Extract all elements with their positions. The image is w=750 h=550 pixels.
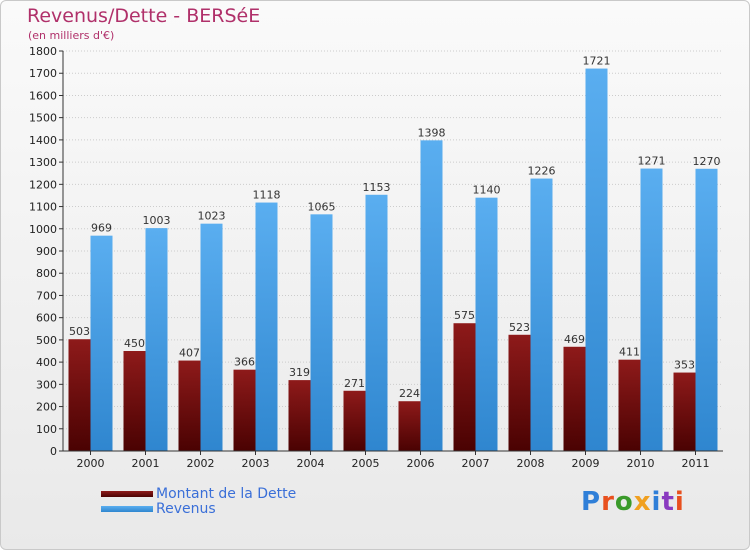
data-label-revenus: 1270 — [693, 155, 721, 168]
bar-revenus — [200, 223, 223, 451]
x-tick-label: 2008 — [517, 457, 545, 470]
data-labels: 503 969 450 1003 407 1023 366 1118 319 1065 271 115… — [69, 55, 721, 401]
data-label-revenus: 1065 — [308, 200, 336, 213]
x-tick-label: 2003 — [242, 457, 270, 470]
legend-label-dette: Montant de la Dette — [156, 486, 297, 502]
bar-dette — [453, 323, 476, 451]
data-label-revenus: 1226 — [528, 165, 556, 178]
x-tick-label: 2002 — [187, 457, 215, 470]
x-tick-label: 2011 — [682, 457, 710, 470]
data-label-revenus: 1398 — [418, 126, 446, 139]
x-tick-label: 2009 — [572, 457, 600, 470]
bar-revenus — [530, 178, 553, 452]
x-tick-label: 2010 — [627, 457, 655, 470]
bar-revenus — [310, 214, 333, 451]
bar-dette — [563, 346, 586, 451]
data-label-revenus: 1271 — [638, 155, 666, 168]
x-tick-label: 2000 — [77, 457, 105, 470]
y-tick-label: 300 — [36, 378, 57, 391]
chart-subtitle: (en milliers d'€) — [28, 29, 115, 42]
bar-revenus — [90, 235, 113, 451]
data-label-dette: 224 — [399, 387, 420, 400]
bar-dette — [178, 360, 201, 451]
bar-dette — [398, 401, 421, 451]
logo-letter: r — [601, 487, 615, 517]
data-label-revenus: 1118 — [253, 189, 281, 202]
bars — [68, 68, 718, 452]
y-tick-label: 800 — [36, 267, 57, 280]
logo-letter: x — [633, 487, 652, 517]
legend-swatch-revenus — [101, 506, 153, 512]
x-tick-label: 2006 — [407, 457, 435, 470]
y-tick-label: 1100 — [29, 201, 57, 214]
bar-revenus — [640, 168, 663, 452]
data-label-dette: 469 — [564, 333, 585, 346]
logo-letter: o — [614, 487, 634, 517]
chart-title: Revenus/Dette - BERSéE — [27, 5, 261, 27]
bar-revenus — [475, 197, 498, 451]
bar-dette — [508, 334, 531, 451]
bar-dette — [343, 390, 366, 451]
bar-revenus — [695, 168, 718, 451]
y-tick-label: 900 — [36, 245, 57, 258]
data-label-revenus: 1153 — [363, 181, 391, 194]
data-label-revenus: 1140 — [473, 184, 501, 197]
bar-dette — [673, 372, 696, 451]
data-label-dette: 271 — [344, 377, 365, 390]
bar-dette — [123, 351, 146, 451]
data-label-revenus: 1721 — [583, 55, 611, 68]
logo-letter: t — [661, 487, 675, 517]
proxiti-logo: Proxiti — [581, 487, 685, 517]
logo-letter: i — [674, 487, 685, 517]
data-label-dette: 353 — [674, 359, 695, 372]
logo-letter: i — [651, 487, 662, 517]
y-tick-label: 0 — [50, 445, 57, 458]
y-tick-label: 500 — [36, 334, 57, 347]
x-tick-label: 2004 — [297, 457, 325, 470]
y-tick-label: 100 — [36, 423, 57, 436]
bar-dette — [618, 359, 641, 451]
bar-dette — [233, 369, 256, 451]
data-label-dette: 319 — [289, 366, 310, 379]
y-tick-label: 400 — [36, 356, 57, 369]
bar-revenus — [365, 194, 388, 451]
y-tick-label: 1200 — [29, 178, 57, 191]
y-tick-label: 1000 — [29, 223, 57, 236]
data-label-dette: 407 — [179, 347, 200, 360]
bar-revenus — [585, 68, 608, 452]
bar-dette — [288, 380, 311, 451]
y-tick-label: 200 — [36, 401, 57, 414]
logo-letter: P — [581, 487, 602, 517]
y-tick-label: 1400 — [29, 134, 57, 147]
data-label-dette: 575 — [454, 309, 475, 322]
axes: 0 100 200 300 400 500 600 700 800 900 1000 1100 1200… — [29, 45, 723, 470]
y-tick-label: 600 — [36, 312, 57, 325]
bar-revenus — [420, 140, 443, 452]
data-label-dette: 523 — [509, 321, 530, 334]
y-tick-label: 700 — [36, 289, 57, 302]
grid-lines — [63, 50, 723, 430]
data-label-dette: 366 — [234, 356, 255, 369]
x-tick-label: 2005 — [352, 457, 380, 470]
legend-swatch-dette — [101, 491, 153, 497]
y-tick-label: 1600 — [29, 89, 57, 102]
bar-revenus — [145, 228, 168, 451]
y-tick-label: 1800 — [29, 45, 57, 58]
y-tick-label: 1300 — [29, 156, 57, 169]
x-tick-label: 2007 — [462, 457, 490, 470]
data-label-revenus: 969 — [91, 222, 112, 235]
data-label-dette: 411 — [619, 346, 640, 359]
data-label-dette: 503 — [69, 325, 90, 338]
x-tick-label: 2001 — [132, 457, 160, 470]
y-tick-label: 1500 — [29, 112, 57, 125]
y-tick-label: 1700 — [29, 67, 57, 80]
bar-revenus — [255, 202, 278, 451]
bar-dette — [68, 339, 91, 451]
data-label-dette: 450 — [124, 337, 145, 350]
data-label-revenus: 1023 — [198, 210, 226, 223]
legend-label-revenus: Revenus — [156, 501, 216, 517]
data-label-revenus: 1003 — [143, 214, 171, 227]
